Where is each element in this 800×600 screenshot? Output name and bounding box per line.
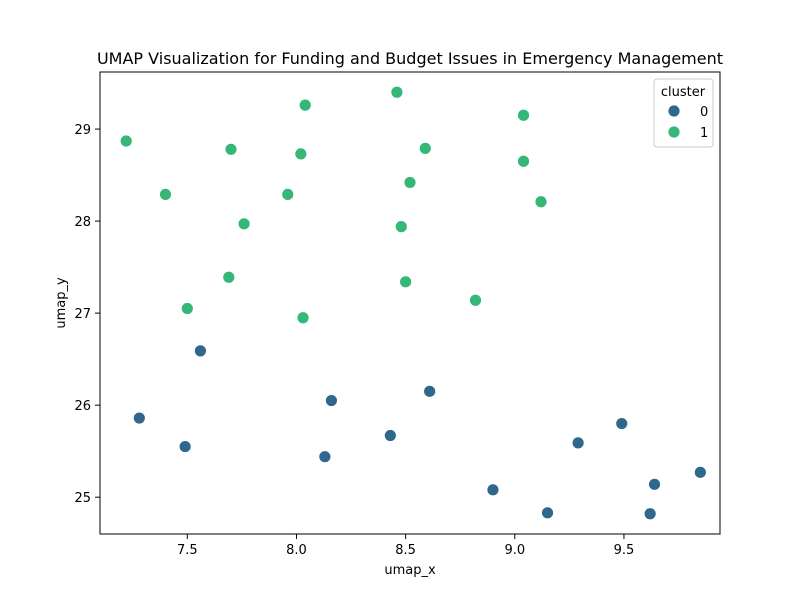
x-tick-label: 7.5 xyxy=(177,543,198,558)
y-tick-label: 25 xyxy=(74,491,91,506)
chart-title: UMAP Visualization for Funding and Budge… xyxy=(97,49,723,68)
y-axis-label: umap_y xyxy=(54,277,69,329)
point-cluster-1-9 xyxy=(296,311,310,325)
point-cluster-1-3 xyxy=(222,270,236,284)
point-cluster-1-2 xyxy=(180,302,194,315)
x-tick-label: 8.0 xyxy=(286,543,307,558)
point-cluster-1-5 xyxy=(237,217,251,231)
legend-marker-cluster-0 xyxy=(667,104,681,118)
x-tick-label: 8.5 xyxy=(395,543,416,558)
x-tick-label: 9.0 xyxy=(504,543,525,558)
x-tick-label: 9.5 xyxy=(614,543,635,558)
point-cluster-0-4 xyxy=(318,450,332,464)
legend-marker-cluster-1 xyxy=(667,125,681,139)
point-cluster-1-14 xyxy=(399,275,413,289)
point-cluster-0-13 xyxy=(693,465,707,479)
point-cluster-1-15 xyxy=(469,293,482,307)
y-axis-ticks: 25 26 27 28 29 xyxy=(74,123,100,506)
x-axis-ticks: 7.5 8.0 8.5 9.0 9.5 xyxy=(177,534,634,558)
point-cluster-1-7 xyxy=(294,147,308,161)
legend-label-cluster-1: 1 xyxy=(700,126,708,141)
point-cluster-1-18 xyxy=(534,195,548,209)
legend: cluster 0 1 xyxy=(653,78,714,148)
plot-frame xyxy=(99,71,721,535)
point-cluster-0-3 xyxy=(325,394,338,407)
point-cluster-0-8 xyxy=(541,506,554,520)
y-tick-label: 26 xyxy=(74,399,91,414)
point-cluster-0-6 xyxy=(423,384,437,398)
point-cluster-1-4 xyxy=(224,142,238,156)
point-cluster-1-1 xyxy=(159,187,172,201)
point-cluster-0-5 xyxy=(383,429,397,442)
point-cluster-0-9 xyxy=(571,436,585,450)
point-cluster-0-7 xyxy=(486,483,500,497)
point-cluster-0-12 xyxy=(643,507,657,521)
point-cluster-1-8 xyxy=(298,98,312,112)
point-cluster-1-13 xyxy=(394,220,408,234)
point-cluster-1-16 xyxy=(517,108,530,122)
point-cluster-1-6 xyxy=(281,187,295,201)
data-points xyxy=(119,85,707,521)
point-cluster-0-11 xyxy=(648,477,661,491)
legend-title: cluster xyxy=(661,85,706,100)
x-axis-label: umap_x xyxy=(384,563,436,578)
y-tick-label: 27 xyxy=(74,307,91,322)
point-cluster-0-1 xyxy=(132,411,146,425)
point-cluster-0-10 xyxy=(615,417,629,430)
point-cluster-0-0 xyxy=(194,344,207,358)
point-cluster-1-17 xyxy=(517,154,530,168)
y-tick-label: 29 xyxy=(74,123,91,138)
point-cluster-1-0 xyxy=(119,134,133,148)
point-cluster-1-11 xyxy=(403,176,417,189)
y-tick-label: 28 xyxy=(74,215,91,230)
point-cluster-0-2 xyxy=(178,440,192,453)
point-cluster-1-12 xyxy=(418,141,432,155)
legend-label-cluster-0: 0 xyxy=(700,105,708,120)
point-cluster-1-10 xyxy=(390,85,404,99)
